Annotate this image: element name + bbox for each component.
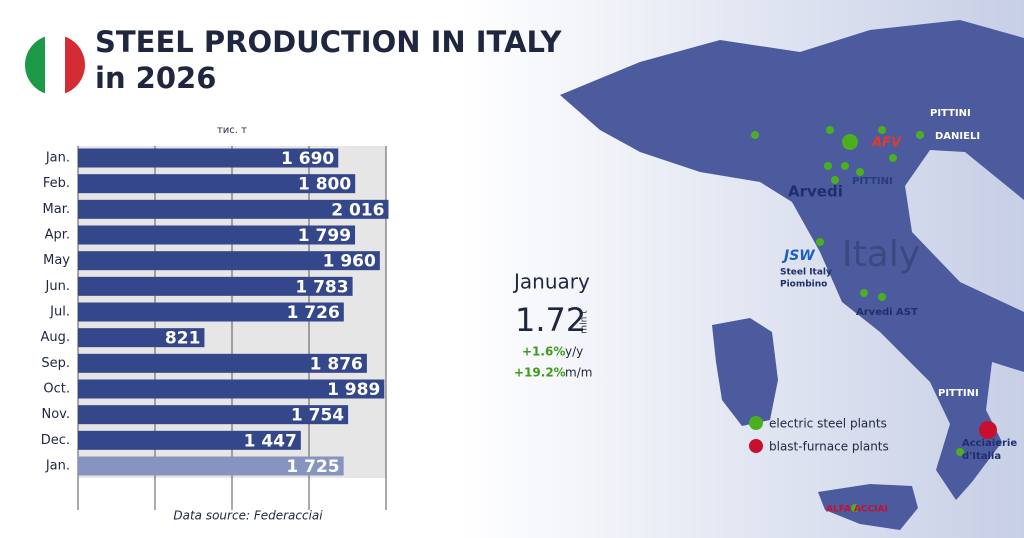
bar: [78, 302, 344, 322]
plant-dot: [878, 126, 886, 134]
plant-dot: [856, 168, 864, 176]
value-label: 1 960: [323, 252, 376, 272]
value-label: 1 690: [281, 149, 334, 169]
flag-stripe: [65, 35, 85, 95]
value-label: 1 876: [310, 354, 363, 374]
plant-dot: [860, 289, 868, 297]
unit-label: тис. т: [217, 125, 247, 136]
sardinia: [712, 318, 778, 426]
bar: [78, 199, 389, 219]
plant-dot: [956, 448, 964, 456]
country-label: Italy: [842, 234, 920, 275]
plant-dot: [916, 131, 924, 139]
category-label: Sep.: [41, 356, 70, 371]
value-label: 1 754: [291, 406, 344, 426]
category-label: Jan.: [45, 151, 70, 166]
value-label: 1 726: [287, 303, 340, 323]
company-label: Piombino: [780, 280, 827, 290]
plant-dot: [889, 154, 897, 162]
chart-title: STEEL PRODUCTION IN ITALY: [95, 25, 562, 59]
company-label: Acciaierie: [962, 438, 1017, 449]
category-label: Apr.: [45, 228, 70, 243]
plant-dot: [824, 162, 832, 170]
category-label: Oct.: [43, 382, 70, 397]
highlight: January 1.72 mln t +1.6% y/y +19.2% m/m: [512, 270, 592, 380]
plant-dot: [842, 134, 858, 150]
plant-dot: [751, 131, 759, 139]
change-value: +19.2%: [514, 366, 566, 380]
company-label: Steel Italy: [780, 268, 832, 278]
value-label: 1 799: [298, 226, 351, 246]
change-value: +1.6%: [522, 345, 565, 359]
bar: [78, 456, 344, 476]
bar: [78, 405, 349, 425]
legend-label: blast-furnace plants: [769, 440, 889, 454]
value-label: 1 783: [295, 277, 348, 297]
plant-dot: [826, 126, 834, 134]
legend-label: electric steel plants: [769, 417, 887, 431]
bar: [78, 328, 205, 348]
company-label: AFV: [871, 136, 902, 151]
value-label: 1 989: [327, 380, 380, 400]
company-label: d'Italia: [962, 451, 1001, 462]
category-label: Jul.: [49, 305, 70, 320]
category-label: Aug.: [40, 330, 70, 345]
flag-stripe: [45, 35, 65, 95]
legend-swatch: [749, 416, 763, 430]
map: Italy PITTINI DANIELI AFV PITTINI Arvedi…: [560, 20, 1024, 530]
flag: [25, 35, 85, 95]
italy-mainland: [560, 20, 1024, 500]
bar: [78, 251, 380, 271]
bar: [78, 353, 367, 373]
category-label: Dec.: [41, 433, 70, 448]
company-label: PITTINI: [930, 108, 971, 119]
legend-swatch: [749, 439, 763, 453]
company-label: PITTINI: [852, 176, 893, 187]
company-label: DANIELI: [935, 131, 980, 142]
change-period: m/m: [565, 366, 592, 380]
flag-stripe: [25, 35, 45, 95]
category-label: Jun.: [45, 279, 70, 294]
category-label: May: [43, 253, 70, 268]
bar: [78, 430, 301, 450]
value-label: 1 800: [298, 175, 351, 195]
plant-dot: [841, 162, 849, 170]
company-label: JSW: [781, 248, 815, 264]
category-label: Jan.: [45, 459, 70, 474]
bar: [78, 174, 356, 194]
blast-furnace-dot: [979, 421, 997, 439]
highlight-unit: mln t: [580, 310, 590, 334]
plant-dot: [816, 238, 824, 246]
category-label: Feb.: [43, 176, 70, 191]
chart-subtitle: in 2026: [95, 61, 216, 95]
bar: [78, 276, 353, 296]
change-period: y/y: [565, 345, 583, 359]
company-label: PITTINI: [938, 388, 979, 399]
category-label: Mar.: [43, 202, 70, 217]
highlight-value: 1.72: [515, 301, 586, 339]
plant-dot: [831, 176, 839, 184]
plot: Jan. 1 690 Feb. 1 800 Mar. 2 016 Apr. 1 799 May 1…: [40, 146, 389, 510]
highlight-month: January: [512, 270, 590, 294]
sicily: [818, 484, 918, 530]
company-labels: PITTINI DANIELI AFV PITTINI Arvedi JSW S…: [780, 108, 1017, 515]
bar: [78, 148, 339, 168]
value-label: 1 447: [244, 431, 297, 451]
plant-dot: [878, 293, 886, 301]
bar: [78, 379, 385, 399]
company-label: ALFA ACCIAI: [826, 505, 888, 515]
source: Data source: Federacciai: [173, 509, 323, 523]
company-label: Arvedi: [788, 183, 843, 201]
company-label: Arvedi AST: [856, 307, 918, 318]
plant-dot: [851, 504, 859, 512]
value-label: 1 725: [286, 457, 339, 477]
value-label: 821: [165, 329, 201, 349]
electric-plants: [751, 126, 964, 512]
value-label: 2 016: [331, 200, 384, 220]
category-label: Nov.: [42, 407, 71, 422]
bar: [78, 225, 356, 245]
